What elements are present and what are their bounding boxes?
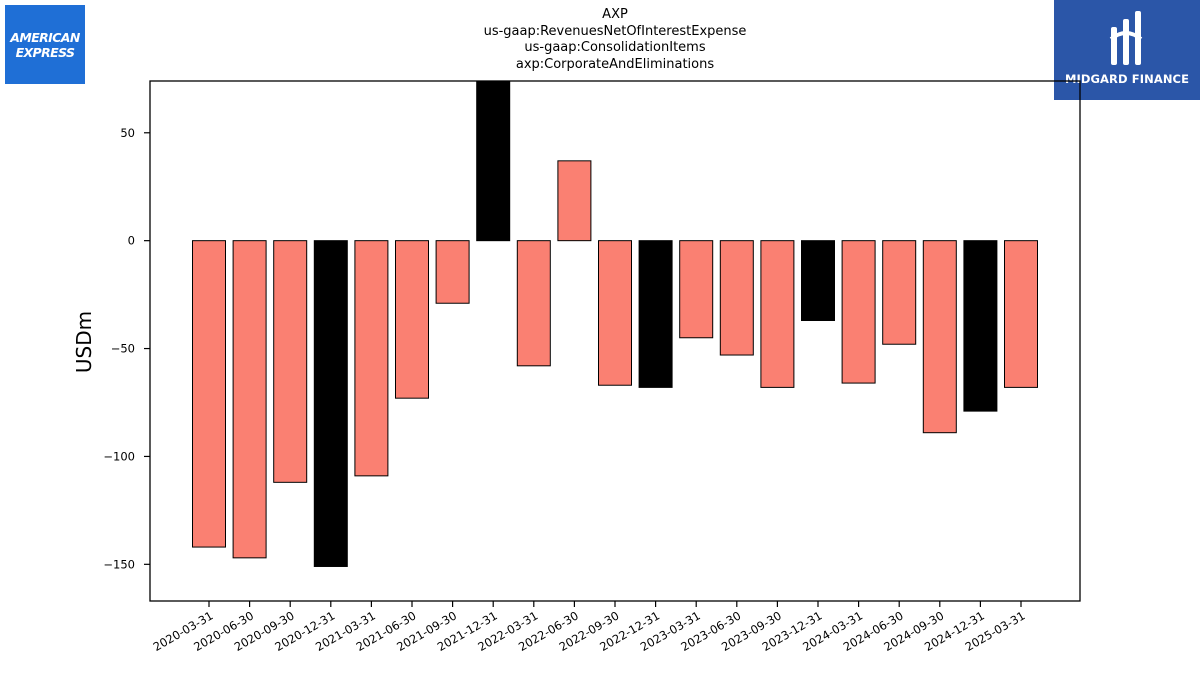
bar-2025-03-31 bbox=[1004, 240, 1038, 388]
bar-2023-06-30 bbox=[719, 240, 754, 356]
x-axis-ticks: 2020-03-312020-06-302020-09-302020-12-31… bbox=[151, 601, 1028, 654]
title-line-1: AXP bbox=[602, 7, 628, 22]
y-tick-label: −100 bbox=[103, 449, 135, 463]
bar-2020-09-30 bbox=[273, 240, 308, 483]
y-axis-label: USDm bbox=[72, 311, 96, 373]
bar-2021-12-31 bbox=[476, 80, 511, 242]
bar-2023-09-30 bbox=[760, 240, 795, 388]
bar-2022-09-30 bbox=[598, 240, 632, 386]
logo-text-line2: EXPRESS bbox=[15, 44, 75, 60]
bar-2020-03-31 bbox=[192, 240, 226, 548]
title-line-3: us-gaap:ConsolidationItems bbox=[524, 40, 706, 55]
bar-2024-06-30 bbox=[882, 240, 917, 345]
bar-2022-12-31 bbox=[638, 240, 673, 388]
logo-name: MIDGARD FINANCE bbox=[1064, 72, 1190, 86]
bar-2020-12-31 bbox=[313, 240, 348, 567]
midgard-mark-icon bbox=[1109, 11, 1143, 65]
title-line-2: us-gaap:RevenuesNetOfInterestExpense bbox=[483, 23, 747, 39]
bar-2023-03-31 bbox=[679, 240, 714, 339]
bar-2024-09-30 bbox=[922, 240, 957, 434]
american-express-logo: AMERICAN EXPRESS bbox=[5, 5, 85, 84]
bar-2021-03-31 bbox=[354, 240, 389, 477]
bars-group bbox=[192, 80, 1038, 567]
plot-frame bbox=[149, 80, 1081, 602]
bar-2024-12-31 bbox=[963, 240, 998, 412]
logo-text-line1: AMERICAN bbox=[10, 29, 80, 45]
bar-2020-06-30 bbox=[232, 240, 267, 559]
midgard-finance-logo: MIDGARD FINANCE bbox=[1054, 0, 1200, 100]
y-tick-label: −50 bbox=[111, 342, 135, 356]
y-tick-label: −150 bbox=[103, 557, 135, 571]
y-tick-label: 50 bbox=[120, 126, 135, 140]
chart-title: AXP us-gaap:RevenuesNetOfInterestExpense… bbox=[150, 7, 1080, 73]
title-line-4: axp:CorporateAndEliminations bbox=[515, 56, 715, 72]
bar-2023-12-31 bbox=[801, 240, 835, 322]
bar-2021-09-30 bbox=[435, 240, 470, 304]
y-axis-ticks: 50 0 −50 −100 −150 bbox=[103, 126, 150, 571]
bar-2022-03-31 bbox=[516, 240, 551, 367]
y-tick-label: 0 bbox=[128, 234, 135, 248]
bar-2021-06-30 bbox=[395, 240, 429, 399]
bar-2022-06-30 bbox=[557, 160, 592, 242]
bar-2024-03-31 bbox=[841, 240, 876, 384]
